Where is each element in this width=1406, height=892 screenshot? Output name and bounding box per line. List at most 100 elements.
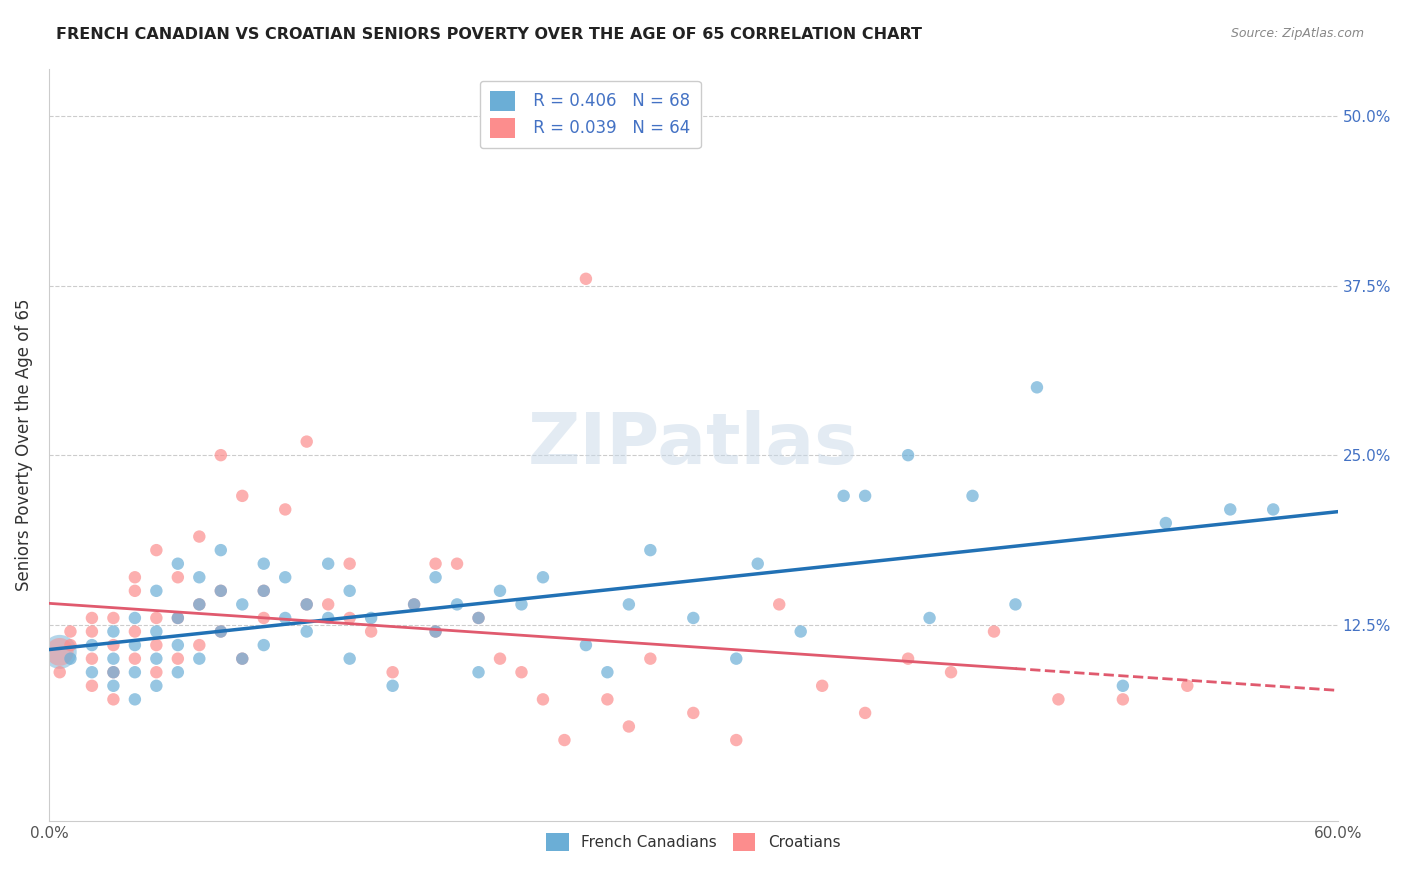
Point: [166, 611, 188, 625]
Point: [103, 692, 125, 706]
Point: [124, 570, 146, 584]
Point: [295, 598, 318, 612]
Point: [166, 665, 188, 680]
Point: [166, 638, 188, 652]
Point: [747, 557, 769, 571]
Point: [80, 651, 103, 665]
Point: [1047, 692, 1070, 706]
Point: [253, 583, 276, 598]
Point: [188, 651, 211, 665]
Y-axis label: Seniors Poverty Over the Age of 65: Seniors Poverty Over the Age of 65: [15, 299, 32, 591]
Point: [339, 557, 361, 571]
Point: [80, 611, 103, 625]
Point: [48, 665, 70, 680]
Point: [231, 651, 253, 665]
Point: [425, 570, 447, 584]
Point: [425, 624, 447, 639]
Point: [124, 665, 146, 680]
Point: [253, 583, 276, 598]
Point: [103, 679, 125, 693]
Point: [339, 583, 361, 598]
Point: [48, 645, 70, 659]
Text: Source: ZipAtlas.com: Source: ZipAtlas.com: [1230, 27, 1364, 40]
Point: [295, 624, 318, 639]
Point: [768, 598, 790, 612]
Point: [145, 651, 167, 665]
Point: [253, 557, 276, 571]
Point: [640, 651, 662, 665]
Point: [725, 651, 748, 665]
Point: [48, 645, 70, 659]
Point: [446, 557, 468, 571]
Point: [80, 665, 103, 680]
Text: FRENCH CANADIAN VS CROATIAN SENIORS POVERTY OVER THE AGE OF 65 CORRELATION CHART: FRENCH CANADIAN VS CROATIAN SENIORS POVE…: [56, 27, 922, 42]
Point: [166, 651, 188, 665]
Point: [295, 434, 318, 449]
Point: [939, 665, 962, 680]
Point: [80, 679, 103, 693]
Point: [617, 719, 640, 733]
Point: [253, 638, 276, 652]
Point: [145, 638, 167, 652]
Point: [103, 651, 125, 665]
Point: [80, 638, 103, 652]
Point: [124, 624, 146, 639]
Point: [209, 583, 232, 598]
Point: [145, 543, 167, 558]
Point: [59, 638, 82, 652]
Point: [103, 665, 125, 680]
Point: [209, 543, 232, 558]
Point: [188, 530, 211, 544]
Point: [124, 638, 146, 652]
Point: [209, 448, 232, 462]
Point: [188, 570, 211, 584]
Point: [725, 733, 748, 747]
Point: [145, 583, 167, 598]
Point: [381, 679, 404, 693]
Point: [339, 611, 361, 625]
Point: [596, 665, 619, 680]
Point: [531, 692, 554, 706]
Point: [166, 570, 188, 584]
Point: [274, 502, 297, 516]
Point: [575, 638, 598, 652]
Point: [381, 665, 404, 680]
Point: [145, 679, 167, 693]
Point: [103, 665, 125, 680]
Point: [360, 624, 382, 639]
Point: [145, 611, 167, 625]
Point: [1026, 380, 1049, 394]
Point: [404, 598, 426, 612]
Point: [983, 624, 1005, 639]
Point: [188, 598, 211, 612]
Point: [316, 598, 339, 612]
Point: [897, 651, 920, 665]
Point: [489, 651, 512, 665]
Point: [962, 489, 984, 503]
Point: [617, 598, 640, 612]
Point: [1175, 679, 1198, 693]
Point: [209, 624, 232, 639]
Point: [274, 611, 297, 625]
Point: [897, 448, 920, 462]
Point: [59, 624, 82, 639]
Point: [467, 665, 489, 680]
Point: [145, 624, 167, 639]
Point: [209, 624, 232, 639]
Point: [510, 598, 533, 612]
Point: [124, 611, 146, 625]
Point: [682, 611, 704, 625]
Point: [510, 665, 533, 680]
Point: [832, 489, 855, 503]
Point: [1154, 516, 1177, 530]
Point: [209, 583, 232, 598]
Point: [467, 611, 489, 625]
Point: [124, 692, 146, 706]
Point: [1004, 598, 1026, 612]
Point: [853, 489, 876, 503]
Point: [166, 557, 188, 571]
Point: [811, 679, 834, 693]
Point: [103, 611, 125, 625]
Point: [918, 611, 941, 625]
Point: [103, 638, 125, 652]
